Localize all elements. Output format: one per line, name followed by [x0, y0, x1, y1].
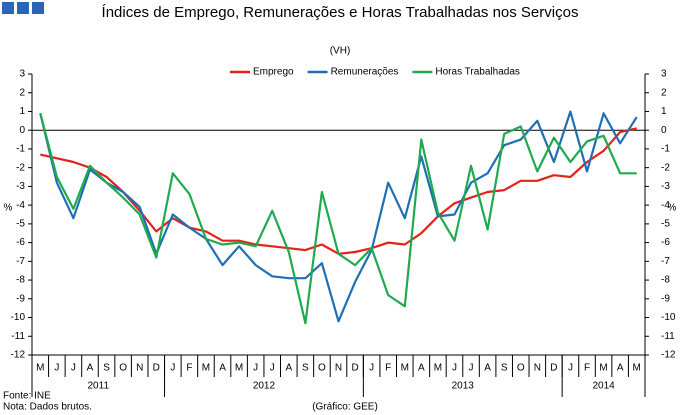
x-tick-label: M	[202, 363, 210, 374]
y-label: %	[4, 203, 13, 214]
x-tick-label: M	[434, 363, 442, 374]
subtitle: (VH)	[330, 46, 351, 57]
y-tick-label: -3	[16, 181, 25, 192]
logo	[2, 2, 14, 14]
x-tick-label: A	[219, 363, 226, 374]
y2-label: %	[668, 203, 677, 214]
x-tick-label: A	[617, 363, 624, 374]
y2-tick-label: -9	[661, 293, 670, 304]
y-tick-label: -7	[16, 256, 25, 267]
source: Fonte: INE	[3, 391, 51, 402]
y2-tick-label: -11	[661, 331, 675, 342]
credit: (Gráfico: GEE)	[312, 402, 378, 413]
y-tick-label: 1	[19, 106, 25, 117]
y-tick-label: 3	[19, 69, 25, 80]
chart-title: Índices de Emprego, Remunerações e Horas…	[101, 4, 579, 21]
x-tick-label: A	[285, 363, 292, 374]
x-tick-label: N	[534, 363, 541, 374]
y2-tick-label: -12	[661, 350, 676, 361]
x-tick-label: J	[452, 363, 457, 374]
legend-label: Remunerações	[331, 67, 399, 78]
x-tick-label: J	[170, 363, 175, 374]
x-tick-label: D	[153, 363, 160, 374]
x-tick-label: S	[103, 363, 110, 374]
series-line	[39, 113, 637, 325]
x-tick-label: O	[318, 363, 326, 374]
y2-tick-label: 2	[661, 87, 667, 98]
year-label: 2013	[452, 381, 475, 392]
x-tick-label: F	[186, 363, 192, 374]
y-tick-label: -12	[11, 350, 26, 361]
y2-tick-label: 0	[661, 125, 667, 136]
x-tick-label: D	[351, 363, 358, 374]
x-tick-label: J	[568, 363, 573, 374]
x-tick-label: D	[550, 363, 557, 374]
y2-tick-label: -3	[661, 181, 670, 192]
logo	[17, 2, 29, 14]
x-tick-label: M	[235, 363, 243, 374]
y-tick-label: 2	[19, 87, 25, 98]
x-tick-label: M	[36, 363, 44, 374]
y-tick-label: -6	[16, 237, 25, 248]
x-tick-label: J	[270, 363, 275, 374]
y-tick-label: -1	[16, 144, 25, 155]
x-tick-label: M	[401, 363, 409, 374]
x-tick-label: J	[54, 363, 59, 374]
y-tick-label: -11	[11, 331, 25, 342]
x-tick-label: J	[469, 363, 474, 374]
y2-tick-label: 3	[661, 69, 667, 80]
x-tick-label: A	[87, 363, 94, 374]
x-tick-label: O	[517, 363, 525, 374]
legend-label: Horas Trabalhadas	[435, 67, 520, 78]
y-tick-label: -10	[11, 312, 26, 323]
y2-tick-label: -10	[661, 312, 676, 323]
y2-tick-label: -6	[661, 237, 670, 248]
legend-label: Emprego	[253, 67, 294, 78]
y-tick-label: -4	[16, 200, 25, 211]
y-tick-label: -9	[16, 293, 25, 304]
y-tick-label: -5	[16, 219, 25, 230]
year-label: 2012	[253, 381, 276, 392]
y2-tick-label: -5	[661, 219, 670, 230]
y2-tick-label: -2	[661, 162, 670, 173]
x-tick-label: J	[369, 363, 374, 374]
x-tick-label: J	[253, 363, 258, 374]
logo	[32, 2, 44, 14]
x-tick-label: S	[501, 363, 508, 374]
y2-tick-label: -8	[661, 275, 670, 286]
x-tick-label: M	[599, 363, 607, 374]
x-tick-label: F	[584, 363, 590, 374]
y2-tick-label: 1	[661, 106, 667, 117]
x-tick-label: J	[71, 363, 76, 374]
x-tick-label: O	[119, 363, 127, 374]
year-label: 2011	[88, 381, 110, 392]
x-tick-label: A	[484, 363, 491, 374]
y2-tick-label: -1	[661, 144, 670, 155]
series-line	[39, 110, 638, 323]
y2-tick-label: -4	[661, 200, 670, 211]
y2-tick-label: -7	[661, 256, 670, 267]
y-tick-label: 0	[19, 125, 25, 136]
note: Nota: Dados brutos.	[3, 402, 92, 413]
x-tick-label: S	[302, 363, 309, 374]
y-tick-label: -2	[16, 162, 25, 173]
y-tick-label: -8	[16, 275, 25, 286]
x-tick-label: A	[418, 363, 425, 374]
x-tick-label: N	[136, 363, 143, 374]
year-label: 2014	[592, 381, 615, 392]
x-tick-label: M	[633, 363, 641, 374]
x-tick-label: N	[335, 363, 342, 374]
x-tick-label: F	[385, 363, 391, 374]
